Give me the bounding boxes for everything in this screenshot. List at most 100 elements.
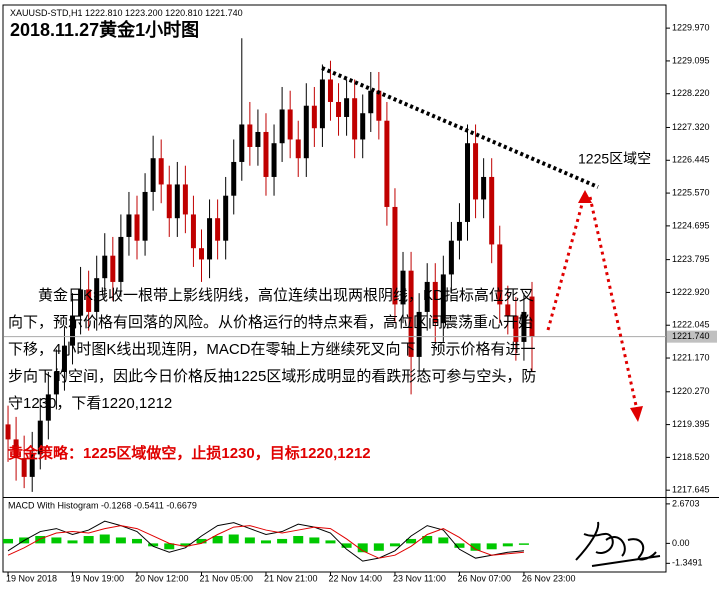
candle-body [319, 79, 325, 129]
histogram-bar [357, 543, 368, 553]
y-tick-label: 2.6703 [672, 498, 700, 508]
y-tick-label: 1218.520 [672, 452, 710, 462]
candle-body [174, 184, 180, 219]
histogram-bar [35, 535, 46, 544]
histogram-bar [212, 535, 223, 544]
arrow-up [546, 192, 587, 331]
candle-body [352, 98, 358, 140]
arrow-down [588, 196, 639, 411]
histogram-bar [164, 543, 175, 550]
histogram-bar [99, 534, 110, 544]
histogram-bar [438, 537, 449, 544]
candle-body [287, 109, 293, 140]
candle-body [360, 113, 366, 140]
candle-body [513, 315, 519, 342]
resistance-trendline [321, 66, 599, 189]
y-tick-label: -1.3491 [672, 558, 703, 568]
x-tick-label: 26 Nov 23:00 [522, 573, 576, 583]
histogram-bar [115, 537, 126, 544]
x-tick-label: 21 Nov 21:00 [264, 573, 318, 583]
candle-body [336, 101, 342, 117]
candle-body [118, 236, 124, 282]
x-tick-label: 26 Nov 07:00 [457, 573, 511, 583]
candle-body [303, 105, 309, 159]
candle-body [239, 124, 245, 162]
candle-body [142, 191, 148, 241]
candle-body [327, 79, 333, 102]
signal-line [7, 525, 524, 559]
histogram-bar [341, 543, 352, 548]
annotation: 1225区域空 [578, 151, 651, 167]
histogram-bar [51, 537, 62, 544]
candle-body [448, 240, 454, 275]
candle-body [231, 161, 237, 196]
histogram-bar [277, 538, 288, 544]
candle-body [271, 143, 277, 177]
y-tick-label: 0.00 [672, 538, 690, 548]
candle-body [29, 454, 35, 477]
candle-body [45, 394, 51, 421]
candle-body [497, 244, 503, 305]
histogram-bar [180, 543, 191, 547]
histogram-bar [373, 543, 384, 551]
candle-body [456, 221, 462, 241]
candle-body [13, 439, 19, 459]
candle-body [198, 248, 204, 260]
x-tick-label: 23 Nov 11:00 [393, 573, 446, 583]
candle-body [134, 214, 140, 241]
candle-body [255, 131, 261, 147]
histogram-bar [406, 538, 417, 544]
symbol-info: XAUUSD-STD,H1 1222.810 1223.200 1220.810… [10, 8, 243, 18]
candle-body [37, 420, 43, 455]
candle-body [376, 90, 382, 121]
candle-body [505, 304, 511, 316]
candle-body [440, 274, 446, 324]
y-tick-label: 1226.445 [672, 155, 710, 165]
candle-body [5, 424, 11, 440]
candle-body [215, 218, 221, 241]
x-tick-label: 19 Nov 2018 [6, 573, 57, 583]
candle-body [408, 270, 414, 357]
histogram-bar [67, 540, 78, 544]
x-tick-label: 21 Nov 05:00 [199, 573, 253, 583]
candle-body [53, 371, 59, 395]
histogram-bar [228, 534, 239, 544]
histogram-bar [196, 538, 207, 544]
candle-body [311, 105, 317, 129]
candle-body [424, 281, 430, 312]
candle-body [392, 206, 398, 305]
y-tick-label: 1222.920 [672, 287, 710, 297]
chart-frame [2, 4, 667, 573]
arrow-down-head [630, 406, 643, 422]
y-tick-label: 1221.170 [672, 352, 710, 362]
candle-body [481, 176, 487, 200]
current-price-box [667, 330, 717, 343]
candle-body [368, 90, 374, 114]
candle-body [182, 184, 188, 215]
candle-body [158, 158, 164, 185]
y-tick-label: 1225.570 [672, 187, 710, 197]
candle-body [279, 109, 285, 144]
y-tick-label: 1222.045 [672, 320, 710, 330]
y-tick-label: 1229.095 [672, 55, 710, 65]
macd-title: MACD With Histogram -0.1268 -0.5411 -0.6… [8, 500, 197, 510]
x-tick-label: 19 Nov 19:00 [71, 573, 125, 583]
candle-body [94, 278, 100, 312]
histogram-bar [325, 540, 336, 544]
y-tick-label: 1219.395 [672, 419, 710, 429]
page-title: 2018.11.27黄金1小时图 [10, 20, 200, 40]
histogram-bar [422, 535, 433, 544]
candle-body [70, 315, 76, 346]
signature [575, 521, 661, 567]
candle-body [110, 255, 116, 282]
y-tick-label: 1227.320 [672, 122, 710, 132]
y-tick-label: 1217.645 [672, 485, 710, 495]
macd-line [7, 520, 524, 562]
candle-body [473, 143, 479, 200]
candle-body [21, 458, 27, 477]
histogram-bar [244, 537, 255, 544]
y-tick-label: 1229.970 [672, 22, 710, 32]
current-price-label: 1221.740 [672, 331, 710, 341]
histogram-bar [132, 538, 143, 544]
histogram-bar [309, 537, 320, 544]
